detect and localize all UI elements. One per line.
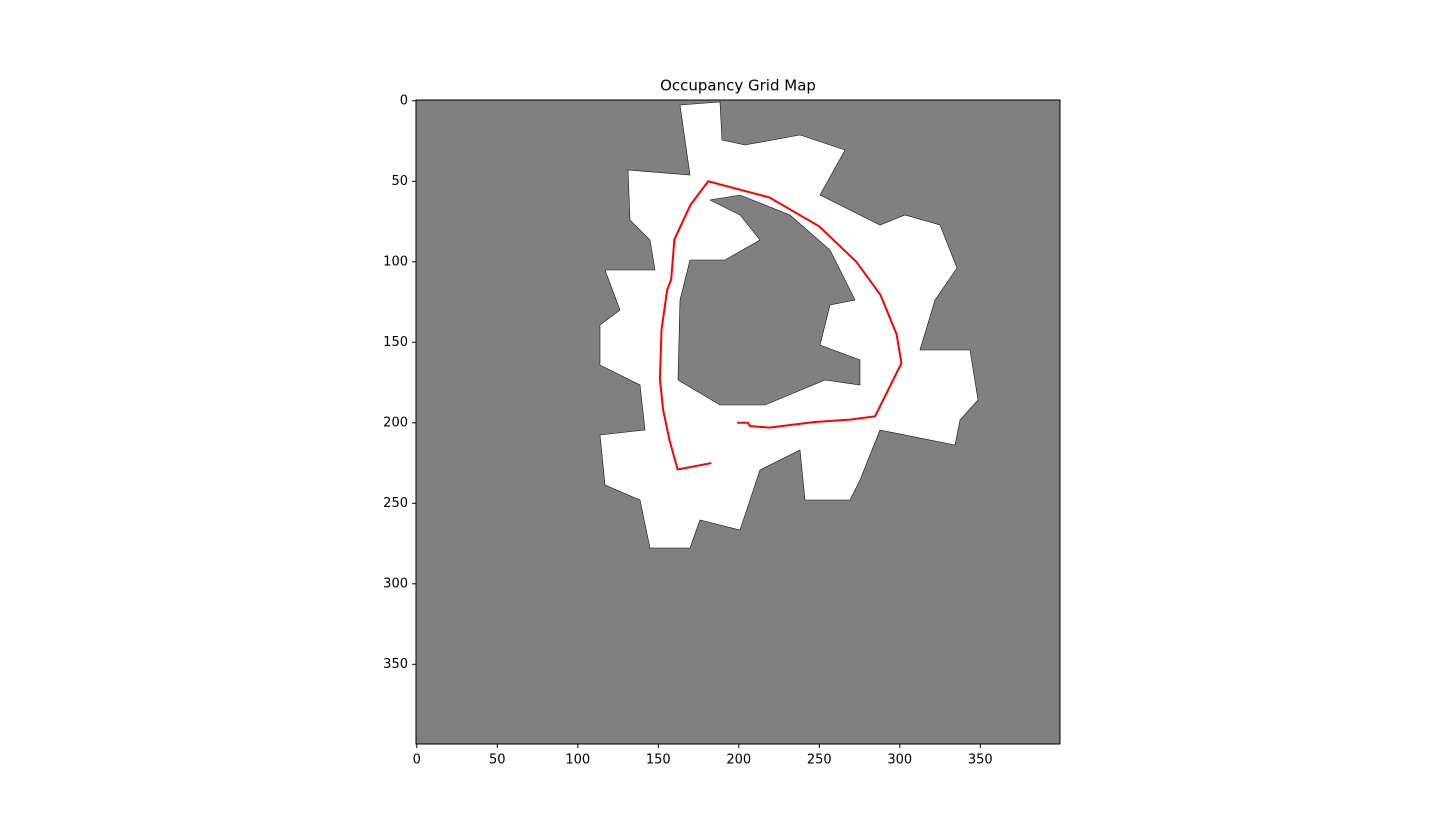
free-space [599, 101, 979, 549]
x-tick-label: 250 [807, 753, 832, 768]
x-tick-label: 350 [968, 753, 993, 768]
x-tick-label: 150 [646, 753, 671, 768]
y-tick-label: 0 [400, 93, 408, 108]
y-tick-label: 200 [383, 415, 408, 430]
y-tick-label: 100 [383, 254, 408, 269]
y-tick-label: 50 [391, 174, 408, 189]
chart-title: Occupancy Grid Map [660, 77, 816, 95]
y-tick-label: 350 [383, 657, 408, 672]
y-tick-label: 250 [383, 496, 408, 511]
x-tick-label: 0 [413, 753, 421, 768]
axes-frame [415, 99, 1061, 745]
robot-path [658, 180, 903, 471]
x-tick-label: 300 [887, 753, 912, 768]
x-tick-label: 50 [489, 753, 506, 768]
x-tick-label: 100 [565, 753, 590, 768]
y-tick-label: 300 [383, 576, 408, 591]
x-tick-label: 200 [726, 753, 751, 768]
y-tick-label: 150 [383, 335, 408, 350]
